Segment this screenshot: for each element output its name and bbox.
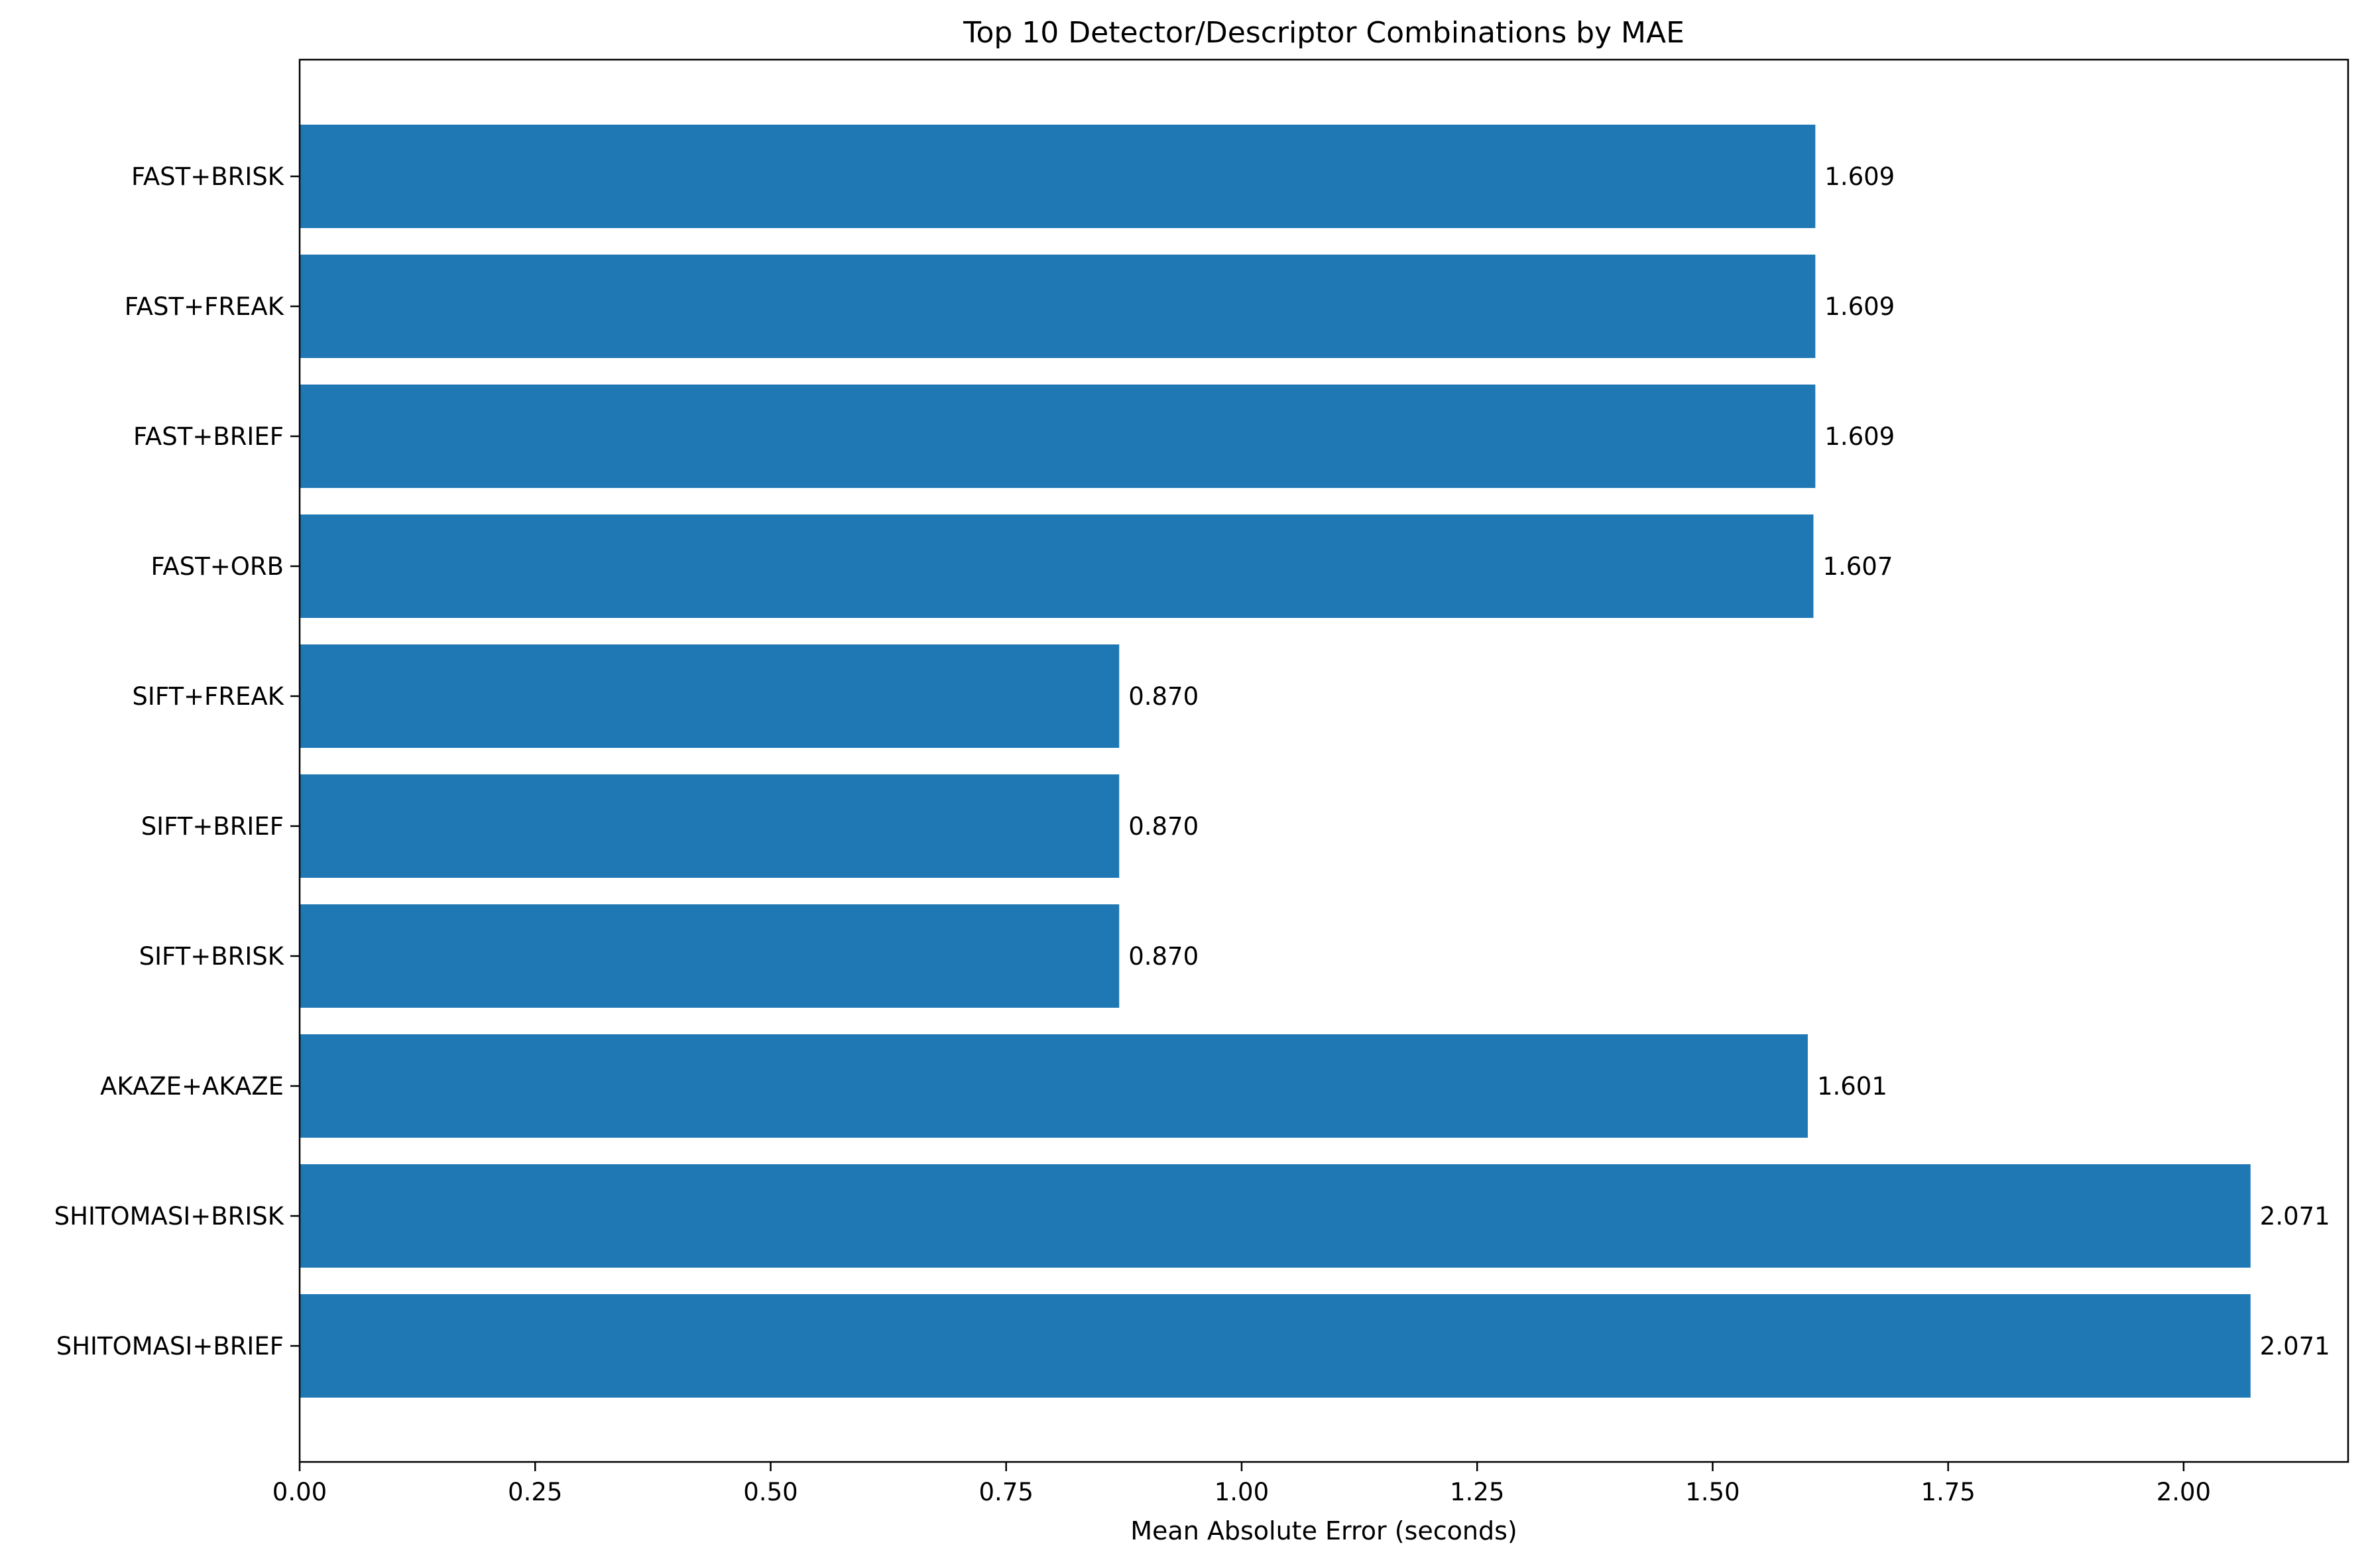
x-tick-label: 0.75	[979, 1478, 1034, 1506]
y-tick-label: SIFT+BRIEF	[141, 812, 284, 841]
y-axis: FAST+BRISK FAST+FREAK FAST+BRIEF FAST+ORB SI…	[54, 162, 300, 1360]
bar-sift-freak	[300, 644, 1120, 748]
x-tick-label: 1.50	[1685, 1478, 1740, 1506]
bar-fast-freak	[300, 255, 1816, 358]
value-labels-group: 1.609 1.609 1.609 1.607 0.870 0.870 0.870 1.601…	[1128, 162, 2330, 1360]
value-label: 0.870	[1128, 942, 1199, 971]
x-tick-label: 0.50	[743, 1478, 798, 1506]
bar-shitomasi-brisk	[300, 1164, 2251, 1268]
y-tick-label: SHITOMASI+BRISK	[54, 1202, 285, 1231]
value-label: 0.870	[1128, 812, 1199, 841]
value-label: 2.071	[2260, 1202, 2330, 1231]
y-tick-label: SIFT+FREAK	[132, 682, 284, 711]
y-tick-label: AKAZE+AKAZE	[100, 1072, 284, 1101]
bar-shitomasi-brief	[300, 1294, 2251, 1398]
y-tick-label: FAST+ORB	[150, 552, 284, 581]
value-label: 1.609	[1824, 422, 1895, 451]
value-label: 1.601	[1817, 1072, 1887, 1101]
y-tick-label: FAST+BRIEF	[133, 422, 284, 451]
value-label: 1.609	[1824, 292, 1895, 321]
bar-sift-brief	[300, 774, 1120, 878]
bar-fast-brisk	[300, 125, 1816, 228]
x-tick-label: 0.00	[272, 1478, 327, 1506]
x-tick-label: 2.00	[2157, 1478, 2211, 1506]
x-tick-label: 1.25	[1450, 1478, 1504, 1506]
y-tick-label: FAST+FREAK	[125, 292, 285, 321]
value-label: 1.607	[1822, 552, 1893, 581]
bar-fast-orb	[300, 514, 1814, 618]
x-axis-label: Mean Absolute Error (seconds)	[1130, 1516, 1517, 1545]
y-tick-label: FAST+BRISK	[131, 162, 285, 191]
bar-sift-brisk	[300, 904, 1120, 1008]
value-label: 1.609	[1824, 162, 1895, 191]
x-tick-label: 1.75	[1921, 1478, 1975, 1506]
bars-group	[300, 125, 2251, 1398]
chart-title: Top 10 Detector/Descriptor Combinations …	[963, 16, 1685, 50]
x-tick-label: 1.00	[1214, 1478, 1269, 1506]
bar-akaze-akaze	[300, 1034, 1808, 1138]
x-tick-label: 0.25	[508, 1478, 562, 1506]
value-label: 2.071	[2260, 1332, 2330, 1360]
bar-fast-brief	[300, 385, 1816, 488]
x-axis: 0.00 0.25 0.50 0.75 1.00 1.25 1.50 1.75 2.00	[272, 1462, 2211, 1506]
y-tick-label: SHITOMASI+BRIEF	[56, 1332, 284, 1360]
y-tick-label: SIFT+BRISK	[139, 942, 285, 971]
plot-frame	[298, 58, 2349, 1463]
value-label: 0.870	[1128, 682, 1199, 711]
